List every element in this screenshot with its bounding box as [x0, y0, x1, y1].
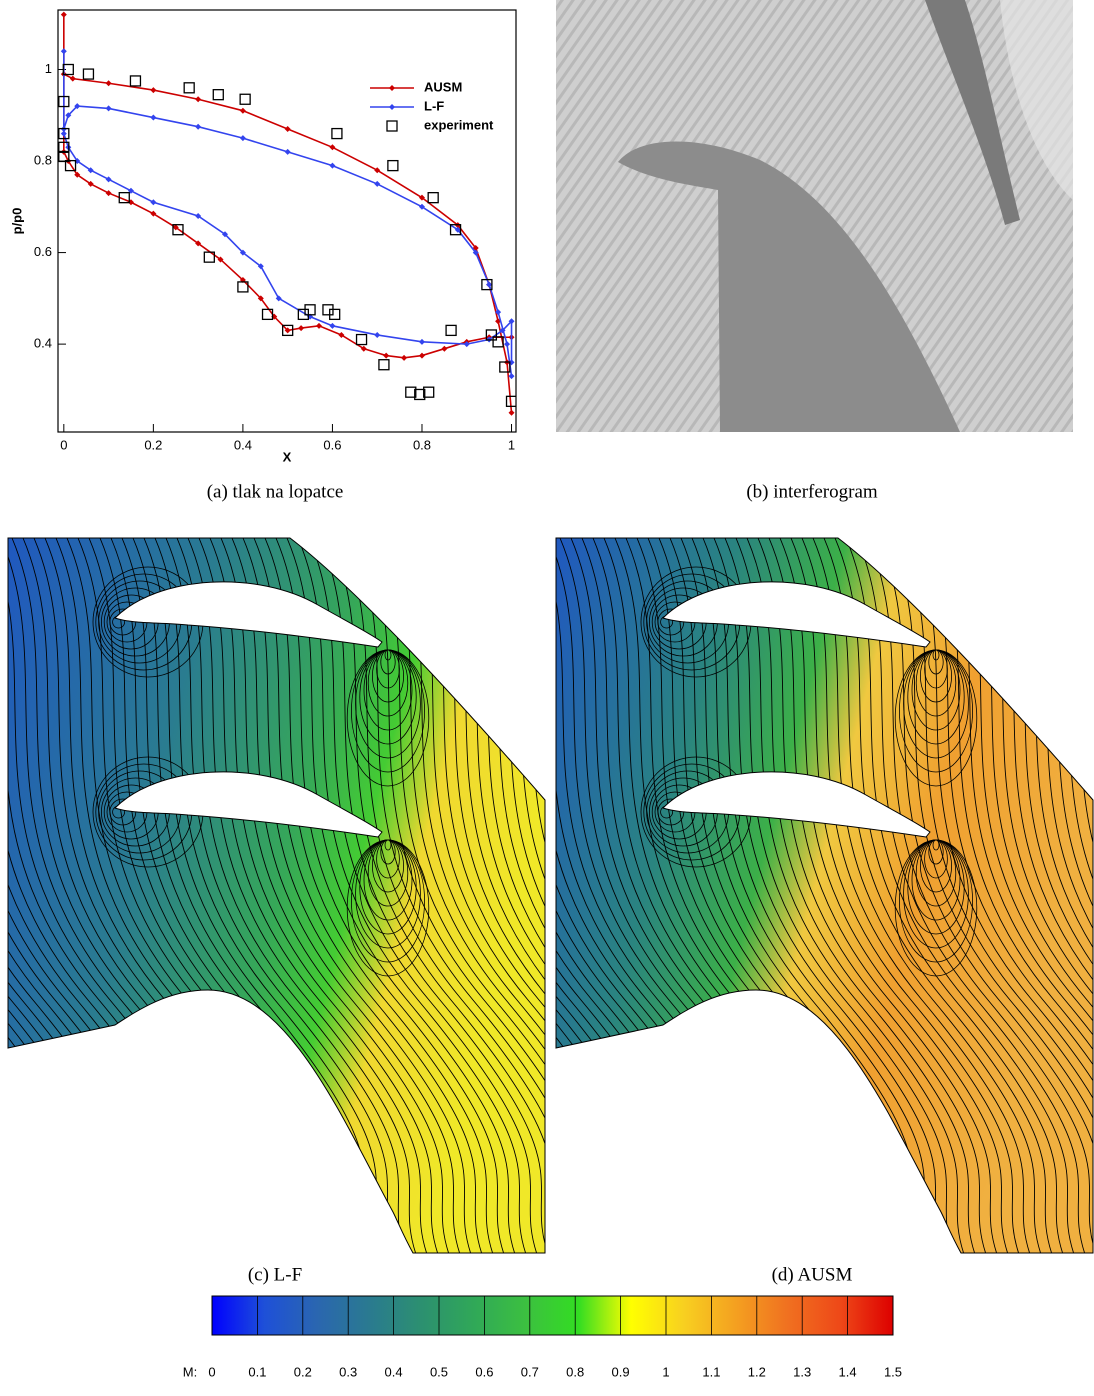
colorbar-tick-label: 0: [208, 1364, 215, 1379]
colorbar-label: M:: [183, 1364, 197, 1379]
x-tick-label: 0.8: [413, 437, 431, 452]
caption: (a) tlak na lopatce: [207, 481, 344, 502]
experiment-marker: [379, 360, 389, 370]
figure: p/p0 X (a) tlak na lopatce 0 0.2 0.4 0.6 0.8…: [0, 0, 1094, 1396]
experiment-marker: [213, 90, 223, 100]
line-marker: [195, 124, 201, 130]
line-marker: [285, 149, 291, 155]
line-marker: [329, 144, 335, 150]
line-marker: [195, 96, 201, 102]
experiment-marker: [130, 76, 140, 86]
experiment-marker: [263, 309, 273, 319]
colorbar-tick-label: 0.3: [339, 1364, 357, 1379]
x-tick-label: 0.6: [323, 437, 341, 452]
x-tick-label: 0: [60, 437, 67, 452]
y-tick-label: 0.8: [34, 152, 52, 167]
line-marker: [374, 332, 380, 338]
line-marker: [61, 131, 67, 137]
plot-area: [59, 12, 517, 416]
series-line: [64, 15, 512, 413]
line-marker: [383, 353, 389, 359]
line-marker: [509, 373, 515, 379]
legend-marker: [389, 104, 395, 110]
colorbar-tick-label: 1.4: [839, 1364, 857, 1379]
caption: (b) interferogram: [746, 481, 878, 502]
line-marker: [150, 199, 156, 205]
experiment-marker: [240, 94, 250, 104]
line-marker: [401, 355, 407, 361]
plot-frame: [58, 10, 516, 432]
line-marker: [374, 181, 380, 187]
legend-marker: [389, 85, 395, 91]
legend-label: experiment: [424, 117, 494, 132]
line-marker: [419, 353, 425, 359]
colorbar-tick-label: 0.9: [612, 1364, 630, 1379]
experiment-marker: [388, 161, 398, 171]
x-axis-label: X: [283, 449, 292, 464]
line-marker: [106, 80, 112, 86]
colorbar: M: 0 0.1 0.2 0.3 0.4 0.5 0.6 0.7 0.8 0.9 1 1.1 1.2 1.…: [183, 1296, 902, 1379]
colorbar-tick-label: 1.1: [702, 1364, 720, 1379]
colorbar-tick-label: 1.5: [884, 1364, 902, 1379]
line-marker: [150, 115, 156, 121]
y-tick-label: 1: [45, 61, 52, 76]
y-axis-label: p/p0: [9, 208, 24, 235]
line-marker: [61, 12, 67, 18]
x-tick-label: 0.2: [144, 437, 162, 452]
experiment-marker: [184, 83, 194, 93]
pressure-chart: p/p0 X (a) tlak na lopatce 0 0.2 0.4 0.6 0.8…: [9, 10, 516, 502]
line-marker: [106, 176, 112, 182]
line-marker: [316, 323, 322, 329]
line-marker: [106, 190, 112, 196]
line-marker: [509, 410, 515, 416]
x-tick-label: 1: [508, 437, 515, 452]
colorbar-tick-label: 0.4: [385, 1364, 403, 1379]
colorbar-tick-label: 0.1: [248, 1364, 266, 1379]
line-marker: [441, 346, 447, 352]
line-marker: [70, 76, 76, 82]
line-marker: [486, 282, 492, 288]
caption: (d) AUSM: [772, 1264, 853, 1285]
interferogram: (b) interferogram: [556, 0, 1073, 502]
colorbar-tick-label: 1: [662, 1364, 669, 1379]
line-marker: [504, 341, 510, 347]
experiment-marker: [357, 335, 367, 345]
mach-field: [8, 538, 548, 1254]
legend-marker: [387, 121, 397, 131]
experiment-marker: [446, 325, 456, 335]
y-tick-label: 0.6: [34, 244, 52, 259]
colorbar-tick-label: 0.7: [521, 1364, 539, 1379]
line-marker: [240, 135, 246, 141]
line-marker: [106, 105, 112, 111]
experiment-marker: [428, 193, 438, 203]
legend-label: L-F: [424, 98, 444, 113]
x-tick-label: 0.4: [234, 437, 252, 452]
line-marker: [150, 87, 156, 93]
caption: (c) L-F: [248, 1264, 302, 1285]
line-marker: [329, 163, 335, 169]
line-marker: [61, 48, 67, 54]
colorbar-tick-label: 0.8: [566, 1364, 584, 1379]
colorbar-tick-label: 0.2: [294, 1364, 312, 1379]
experiment-marker: [332, 129, 342, 139]
experiment-marker: [83, 69, 93, 79]
line-marker: [329, 323, 335, 329]
colorbar-tick-label: 0.6: [475, 1364, 493, 1379]
line-marker: [240, 108, 246, 114]
colorbar-tick-label: 1.3: [793, 1364, 811, 1379]
colorbar-fill: [212, 1296, 893, 1335]
line-marker: [298, 325, 304, 331]
colorbar-tick-label: 0.5: [430, 1364, 448, 1379]
line-marker: [419, 339, 425, 345]
legend-label: AUSM: [424, 79, 462, 94]
y-tick-label: 0.4: [34, 336, 52, 351]
line-marker: [285, 126, 291, 132]
colorbar-tick-label: 1.2: [748, 1364, 766, 1379]
